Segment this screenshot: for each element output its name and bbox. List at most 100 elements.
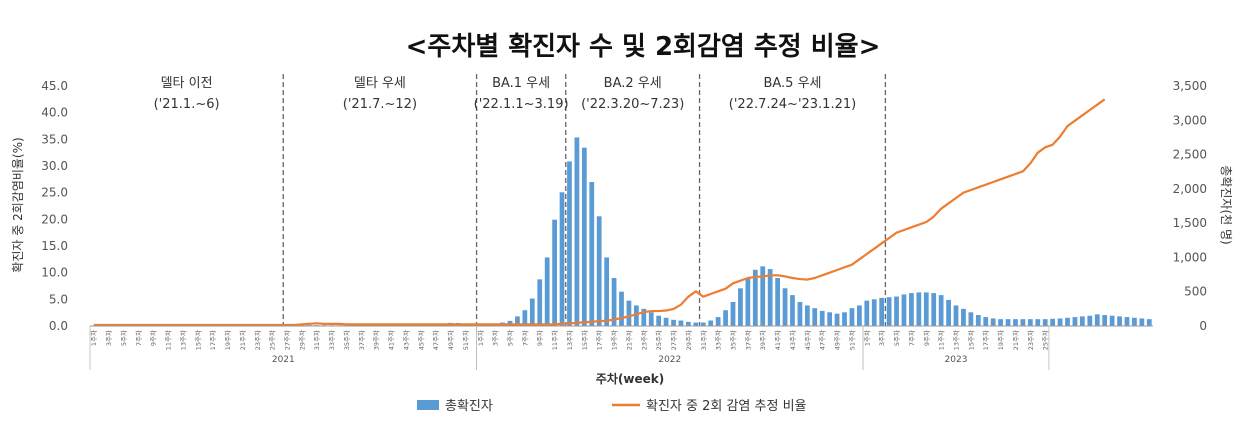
bar (879, 297, 885, 326)
week-tick-label: 45주차 (416, 330, 425, 350)
week-tick-label: 45주차 (803, 330, 812, 350)
y-left-tick-label: 5.0 (49, 292, 68, 306)
x-axis-title: 주차(week) (596, 371, 664, 386)
bar (923, 292, 929, 326)
week-tick-label: 47주차 (818, 330, 827, 350)
week-tick-label: 15주차 (580, 330, 589, 350)
week-tick-label: 17주차 (208, 330, 217, 350)
week-tick-label: 1주차 (89, 330, 98, 346)
bar (745, 278, 751, 326)
bar (1132, 317, 1137, 326)
bar (700, 322, 706, 326)
bar (1057, 318, 1063, 326)
week-tick-label: 5주차 (119, 330, 128, 346)
bar (626, 300, 632, 326)
y-right-tick-label: 3,500 (1173, 79, 1207, 93)
bar (641, 308, 647, 326)
bar (1072, 317, 1078, 326)
bar (909, 293, 914, 326)
phase-name: 델타 이전 (161, 76, 213, 91)
week-tick-label: 39주차 (758, 330, 767, 350)
week-tick-label: 43주차 (788, 330, 797, 350)
axes: 0.0 5.0 10.0 15.0 20.0 25.0 30.0 35.0 40.0 45.0 0 5… (41, 79, 1207, 370)
bar (529, 298, 535, 326)
bar (1042, 319, 1048, 326)
week-tick-label: 51주차 (461, 330, 470, 350)
y-left-tick-label: 25.0 (41, 186, 68, 200)
week-tick-label: 5주차 (892, 330, 901, 346)
bar (760, 266, 766, 326)
y-left-tick-label: 10.0 (41, 266, 68, 280)
phase-period: ('22.7.24~'23.1.21) (729, 97, 856, 112)
bar (671, 319, 676, 326)
week-tick-label: 41주차 (387, 330, 396, 350)
week-tick-label: 1주차 (862, 330, 871, 346)
week-tick-label: 9주차 (149, 330, 158, 346)
year-label: 2023 (945, 355, 968, 365)
bar (790, 295, 795, 326)
week-tick-label: 5주차 (506, 330, 515, 346)
bar (537, 279, 543, 326)
bar (678, 320, 684, 326)
bar (864, 300, 870, 326)
series-line (93, 98, 1106, 327)
week-tick-label: 19주차 (610, 330, 619, 350)
week-tick-label: 31주차 (699, 330, 708, 350)
year-label: 2022 (658, 355, 681, 365)
bar (1050, 318, 1056, 326)
bar (611, 278, 617, 326)
week-tick-label: 43주차 (401, 330, 410, 350)
y-right-tick-label: 2,000 (1173, 182, 1207, 196)
y-right-tick-label: 3,000 (1173, 113, 1207, 127)
y-right-tick-label: 500 (1184, 285, 1207, 299)
week-tick-label: 49주차 (446, 330, 455, 350)
y-axis-left-title: 확진자 중 2회감염비율(%) (11, 137, 25, 272)
bar (619, 291, 624, 326)
bar (983, 317, 989, 326)
y-left-tick-label: 30.0 (41, 159, 68, 173)
week-tick-label: 25주차 (654, 330, 663, 350)
week-tick-label: 33주차 (714, 330, 723, 350)
bar (552, 219, 557, 326)
y-left-tick-label: 35.0 (41, 132, 68, 146)
bar (961, 308, 966, 326)
week-tick-label: 19주차 (996, 330, 1005, 350)
bar (1027, 319, 1033, 326)
week-tick-label: 33주차 (327, 330, 336, 350)
bar (559, 192, 565, 326)
week-tick-label: 29주차 (684, 330, 693, 350)
bar (730, 302, 736, 326)
bar (953, 305, 959, 326)
bar (1065, 317, 1070, 326)
week-tick-label: 27주차 (669, 330, 678, 350)
y-left-tick-label: 0.0 (49, 319, 68, 333)
week-tick-label: 23주차 (253, 330, 262, 350)
bar (522, 310, 528, 326)
phase-name: BA.5 우세 (763, 76, 821, 91)
week-tick-label: 3주차 (877, 330, 886, 346)
bar (581, 147, 587, 326)
week-tick-label: 25주차 (268, 330, 277, 350)
bar (1080, 316, 1085, 326)
bar (834, 313, 840, 326)
phase-name: BA.1 우세 (492, 76, 550, 91)
bar (827, 312, 833, 326)
bar (596, 216, 602, 326)
bar (849, 308, 855, 326)
bar (604, 257, 610, 326)
bar (812, 308, 818, 326)
week-tick-label: 23주차 (639, 330, 648, 350)
bar (567, 161, 572, 326)
bar (1109, 315, 1115, 326)
week-tick-label: 13주차 (952, 330, 961, 350)
week-tick-label: 37주차 (357, 330, 366, 350)
bar (1087, 315, 1093, 326)
week-tick-label: 11주차 (164, 330, 173, 350)
bar (715, 317, 721, 326)
y-left-tick-label: 40.0 (41, 106, 68, 120)
bar (931, 293, 937, 326)
week-tick-label: 7주차 (907, 330, 916, 346)
legend: 총확진자 확진자 중 2회 감염 추정 비율 (417, 399, 807, 414)
y-right-tick-label: 1,500 (1173, 216, 1207, 230)
week-tick-label: 21주차 (1011, 330, 1020, 350)
